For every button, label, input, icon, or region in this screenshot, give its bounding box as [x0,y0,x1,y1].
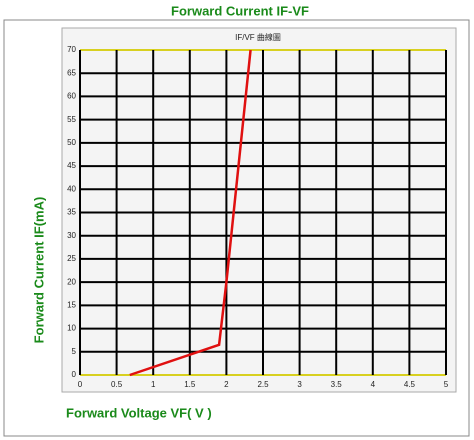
x-tick-label: 2.5 [257,380,269,389]
x-tick-label: 1 [151,380,156,389]
plot-panel [61,27,457,393]
x-tick-label: 3 [297,380,302,389]
y-tick-label: 10 [67,324,76,333]
y-tick-label: 5 [72,347,77,356]
x-axis-label: Forward Voltage VF( V ) [66,405,212,420]
y-tick-label: 25 [67,254,76,263]
data-line [129,49,252,377]
x-tick-label: 1.5 [184,380,196,389]
y-tick-label: 60 [67,92,76,101]
y-tick-label: 45 [67,161,76,170]
y-axis-label: Forward Current IF(mA) [31,197,46,344]
x-tick-label: 4 [371,380,376,389]
y-tick-label: 65 [67,68,76,77]
y-tick-label: 15 [67,300,76,309]
y-tick-label: 30 [67,231,76,240]
chart-title: Forward Current IF-VF [171,3,309,18]
y-tick-label: 70 [67,45,76,54]
y-tick-label: 40 [67,184,76,193]
chart-subtitle: IF/VF 曲線圖 [235,32,281,42]
x-tick-label: 0 [78,380,83,389]
y-tick-label: 0 [72,370,77,379]
y-tick-label: 55 [67,115,76,124]
x-tick-label: 5 [444,380,449,389]
y-tick-label: 50 [67,138,76,147]
x-tick-label: 2 [224,380,229,389]
x-tick-label: 3.5 [331,380,343,389]
y-tick-label: 20 [67,277,76,286]
x-tick-label: 4.5 [404,380,416,389]
x-tick-label: 0.5 [111,380,123,389]
y-tick-label: 35 [67,208,76,217]
